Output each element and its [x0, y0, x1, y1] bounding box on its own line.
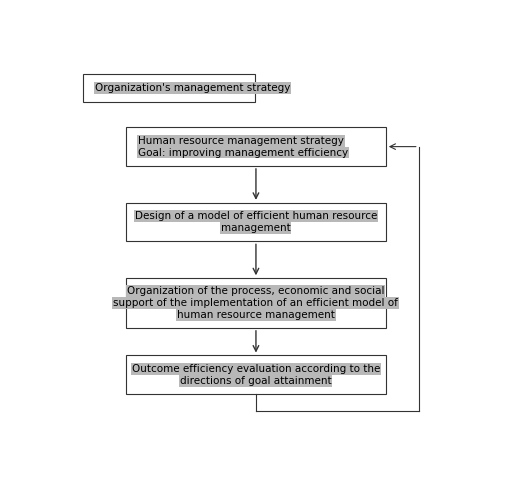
FancyBboxPatch shape: [125, 356, 386, 394]
Text: Organization of the process, economic and social: Organization of the process, economic an…: [127, 286, 385, 296]
Text: management: management: [221, 223, 290, 233]
Text: Goal: improving management efficiency: Goal: improving management efficiency: [138, 148, 348, 158]
Text: Outcome efficiency evaluation according to the: Outcome efficiency evaluation according …: [132, 364, 380, 374]
FancyBboxPatch shape: [125, 127, 386, 166]
Text: Design of a model of efficient human resource: Design of a model of efficient human res…: [134, 211, 377, 221]
Text: support of the implementation of an efficient model of: support of the implementation of an effi…: [113, 298, 398, 308]
Text: human resource management: human resource management: [177, 310, 335, 320]
Text: Human resource management strategy: Human resource management strategy: [138, 136, 344, 146]
Text: Organization's management strategy: Organization's management strategy: [95, 83, 290, 93]
Text: directions of goal attainment: directions of goal attainment: [180, 376, 332, 386]
FancyBboxPatch shape: [125, 203, 386, 241]
FancyBboxPatch shape: [83, 74, 255, 101]
FancyBboxPatch shape: [125, 278, 386, 328]
